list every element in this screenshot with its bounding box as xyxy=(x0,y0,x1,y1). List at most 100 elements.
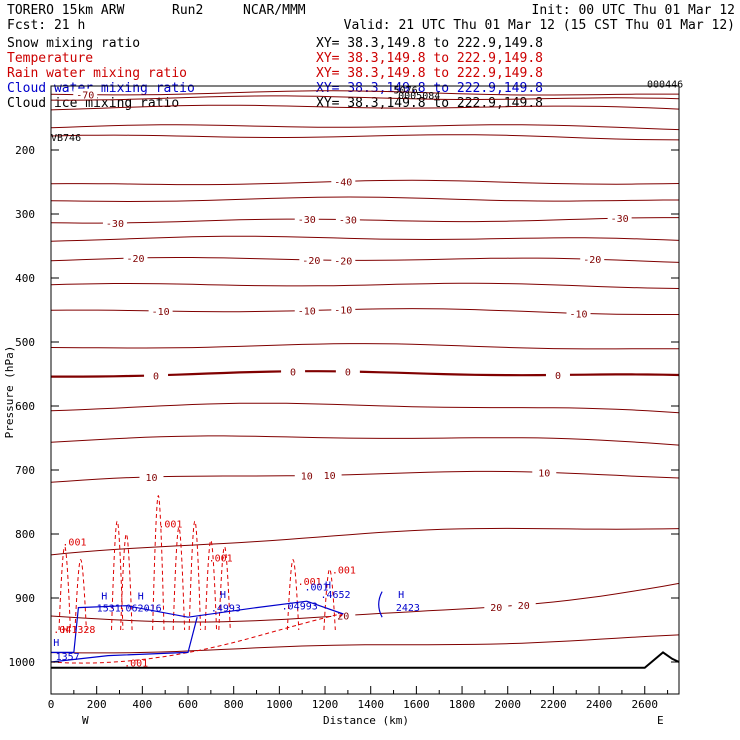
isotherm-line xyxy=(50,282,680,289)
field-xy-temperature: XY= 38.3,149.8 to 222.9,149.8 xyxy=(316,51,543,66)
x-tick-label: 1800 xyxy=(449,698,476,711)
x-tick-label: 2600 xyxy=(631,698,658,711)
plot-area: -70 -40 -30 -30 -30 -30 -20 -20 -20 -20 -10 -10 -10 -… xyxy=(50,79,683,669)
isotherm-label-bg xyxy=(566,307,591,319)
overlap-label: VB746 xyxy=(51,133,81,144)
rain-contour xyxy=(111,520,124,631)
x-tick-label: 0 xyxy=(48,698,55,711)
rain-contour xyxy=(286,559,300,631)
x-tick-label: 200 xyxy=(87,698,107,711)
isotherm-line xyxy=(50,343,679,350)
plot-frame xyxy=(50,85,680,695)
high-marker: H xyxy=(62,625,68,636)
rain-contour-label: .001 xyxy=(332,566,356,577)
isotherm-label: -10 xyxy=(298,307,316,318)
isotherm-label-bg xyxy=(299,253,324,265)
rain-contour xyxy=(172,527,186,631)
cloud-contour-label: .4993 xyxy=(211,603,241,614)
west-label: W xyxy=(82,714,89,727)
isotherm-label: -20 xyxy=(583,255,601,266)
isotherm-label: -10 xyxy=(152,307,170,318)
cloud-contour-label: 2423 xyxy=(396,603,420,614)
y-tick-label: 300 xyxy=(15,208,35,221)
init-time: Init: 00 UTC Thu 01 Mar 12 xyxy=(532,3,736,18)
isotherm-line xyxy=(50,634,680,654)
isotherm-line xyxy=(50,95,680,101)
rain-contour-label: .001 xyxy=(158,520,182,531)
field-xy-snow: XY= 38.3,149.8 to 222.9,149.8 xyxy=(316,36,543,51)
isotherm-label-bg xyxy=(331,303,356,315)
isotherm-label-bg xyxy=(144,369,169,381)
isotherm-label: -10 xyxy=(569,309,587,320)
high-marker: H xyxy=(53,638,59,649)
overlap-label: 000446 xyxy=(647,79,683,90)
isotherm-line xyxy=(50,435,680,446)
forecast-hour: Fcst: 21 h xyxy=(7,18,85,33)
isotherm-label: -30 xyxy=(298,215,316,226)
isotherm-label-bg xyxy=(607,212,632,224)
isotherm-label-bg xyxy=(335,213,360,225)
isotherm-label-bg xyxy=(148,305,173,317)
cloud-contour-label: .001 xyxy=(304,582,328,593)
isotherm-label: -30 xyxy=(339,216,357,227)
isotherm-label: -40 xyxy=(334,177,352,188)
isotherm-label: -30 xyxy=(611,214,629,225)
isotherm-label: 20 xyxy=(518,601,530,612)
isotherm-label: 20 xyxy=(490,603,502,614)
cloud-contour-label: 1531 xyxy=(97,603,121,614)
y-tick-label: 200 xyxy=(15,144,35,157)
isotherm-label-bg xyxy=(511,598,536,610)
isotherm-line xyxy=(50,217,679,224)
rain-contour-label: .001 xyxy=(209,554,233,565)
isotherm-label: -20 xyxy=(302,256,320,267)
x-tick-label: 2000 xyxy=(494,698,521,711)
overlap-label: 5076 xyxy=(394,86,418,97)
y-tick-label: 400 xyxy=(15,272,35,285)
isotherm-label: 10 xyxy=(145,473,157,484)
isotherm-label: 10 xyxy=(538,468,550,479)
isotherm-label-bg xyxy=(532,466,557,478)
field-name-temperature: Temperature xyxy=(7,51,93,66)
isotherm-label-bg xyxy=(73,88,98,100)
rain-contour xyxy=(50,613,345,664)
isotherm-label-bg xyxy=(102,216,127,228)
high-marker: H xyxy=(220,590,226,601)
y-tick-label: 900 xyxy=(15,592,35,605)
rain-contour-label: .001 xyxy=(62,538,86,549)
east-label: E xyxy=(657,714,664,727)
cloud-contour-label: 1357 xyxy=(56,652,80,663)
field-name-rain: Rain water mixing ratio xyxy=(7,66,187,81)
y-tick-label: 500 xyxy=(15,336,35,349)
isotherm-label: 0 xyxy=(153,371,159,382)
isotherm-label: 0 xyxy=(290,367,296,378)
x-tick-label: 1200 xyxy=(312,698,339,711)
isotherm-label-bg xyxy=(335,365,360,377)
cloud-water-contour xyxy=(51,600,344,653)
valid-time: Valid: 21 UTC Thu 01 Mar 12 (15 CST Thu … xyxy=(344,18,735,33)
isotherm-label-bg xyxy=(317,469,342,481)
rain-contour xyxy=(152,495,165,631)
y-tick-label: 600 xyxy=(15,400,35,413)
x-tick-label: 600 xyxy=(178,698,198,711)
org-name: NCAR/MMM xyxy=(243,3,306,18)
isotherm-line xyxy=(50,104,680,111)
high-marker: H xyxy=(138,591,144,602)
high-marker: H xyxy=(325,580,331,591)
isotherm-line xyxy=(50,196,679,203)
high-marker: H xyxy=(398,590,404,601)
x-tick-label: 2400 xyxy=(586,698,613,711)
rain-contour xyxy=(218,546,231,631)
field-xy-rain: XY= 38.3,149.8 to 222.9,149.8 xyxy=(316,66,543,81)
x-tick-label: 1400 xyxy=(357,698,384,711)
cloud-contour-label: .4652 xyxy=(320,590,350,601)
x-tick-label: 1600 xyxy=(403,698,430,711)
x-tick-label: 800 xyxy=(224,698,244,711)
isotherm-label-bg xyxy=(580,253,605,265)
isotherm-label-bg xyxy=(545,368,570,380)
isotherm-label-bg xyxy=(123,252,148,264)
rain-contour xyxy=(58,546,71,631)
cloud-contour-label: .04993 xyxy=(282,602,318,613)
isotherm-label: 20 xyxy=(337,612,349,623)
overlap-label: 0005084 xyxy=(398,91,440,102)
